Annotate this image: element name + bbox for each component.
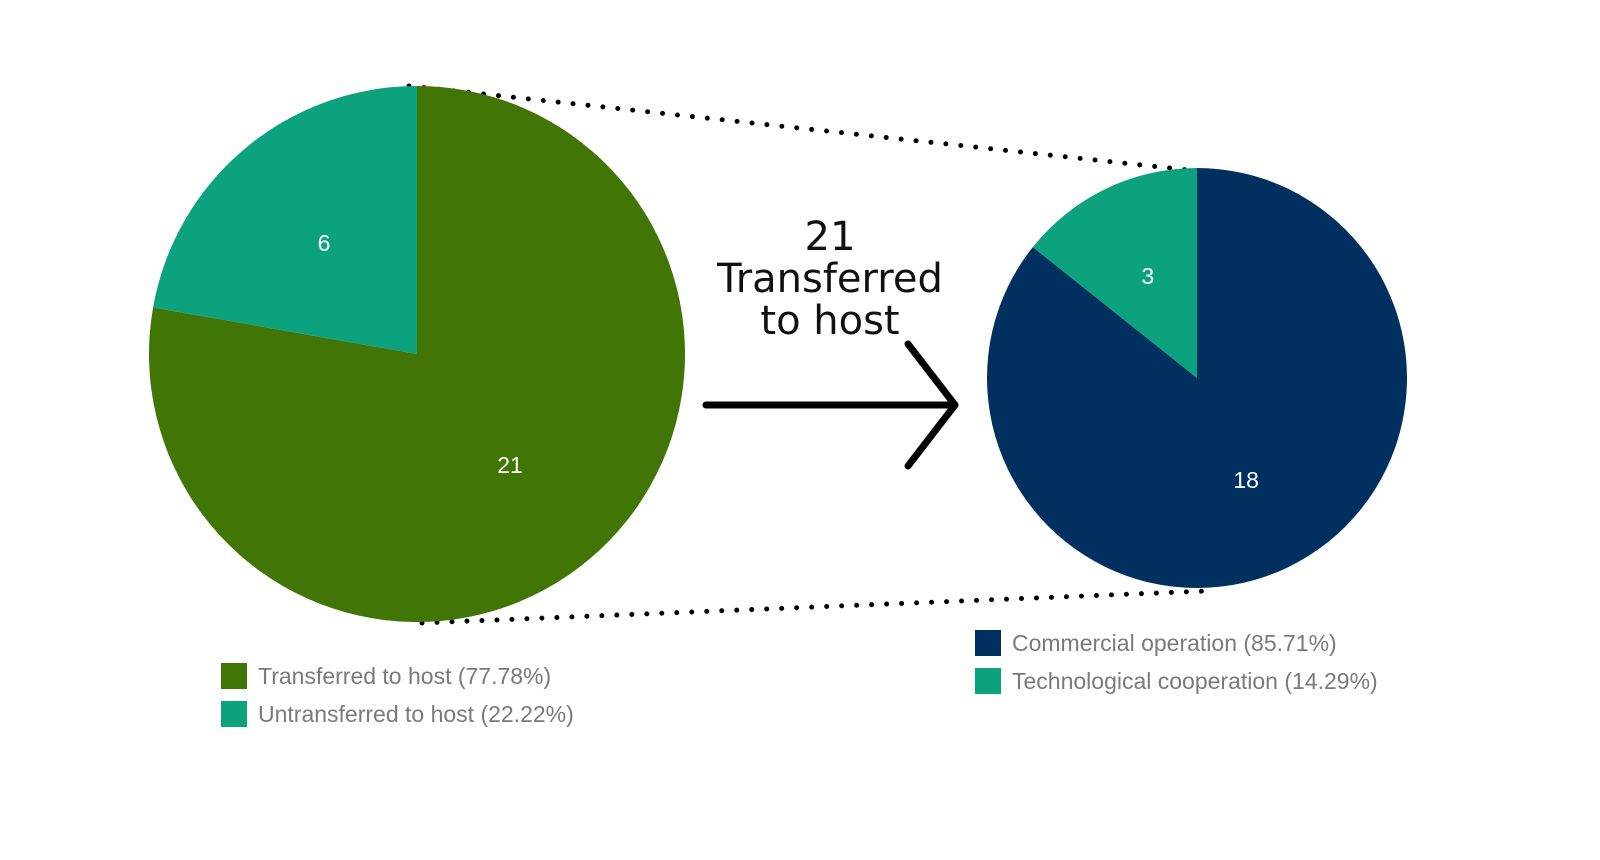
slice-untransferred-value-label: 6	[318, 230, 331, 256]
callout: 21 Transferred to host	[716, 214, 943, 344]
slice-transferred-legend-label: Transferred to host (77.78%)	[258, 663, 551, 689]
pie-transfer-type: 18 3	[987, 168, 1408, 588]
connector-top	[406, 83, 1200, 174]
callout-line-1: 21	[805, 214, 856, 260]
slice-technological	[1032, 168, 1197, 378]
slice-commercial-value-label: 18	[1233, 467, 1259, 493]
slice-untransferred-legend-label: Untransferred to host (22.22%)	[258, 701, 574, 727]
connector-lines	[406, 83, 1210, 626]
connector-bottom	[419, 588, 1210, 626]
slice-untransferred	[153, 86, 417, 354]
slice-transferred-legend-swatch	[221, 663, 247, 689]
callout-line-3: to host	[760, 298, 899, 344]
legend-transfer-status: Transferred to host (77.78%) Untransferre…	[221, 663, 574, 727]
slice-technological-value-label: 3	[1141, 263, 1154, 289]
slice-transferred-value-label: 21	[497, 452, 523, 478]
slice-commercial	[987, 168, 1408, 588]
arrow-icon	[702, 340, 959, 470]
callout-line-2: Transferred	[716, 256, 943, 302]
slice-technological-legend-label: Technological cooperation (14.29%)	[1012, 668, 1378, 694]
slice-technological-legend-swatch	[975, 668, 1001, 694]
pie-transfer-status: 21 6	[149, 86, 686, 622]
slice-commercial-legend-label: Commercial operation (85.71%)	[1012, 630, 1337, 656]
slice-commercial-legend-swatch	[975, 630, 1001, 656]
slice-transferred	[149, 86, 686, 622]
slice-untransferred-legend-swatch	[221, 701, 247, 727]
legend-transfer-type: Commercial operation (85.71%) Technologic…	[975, 630, 1378, 694]
